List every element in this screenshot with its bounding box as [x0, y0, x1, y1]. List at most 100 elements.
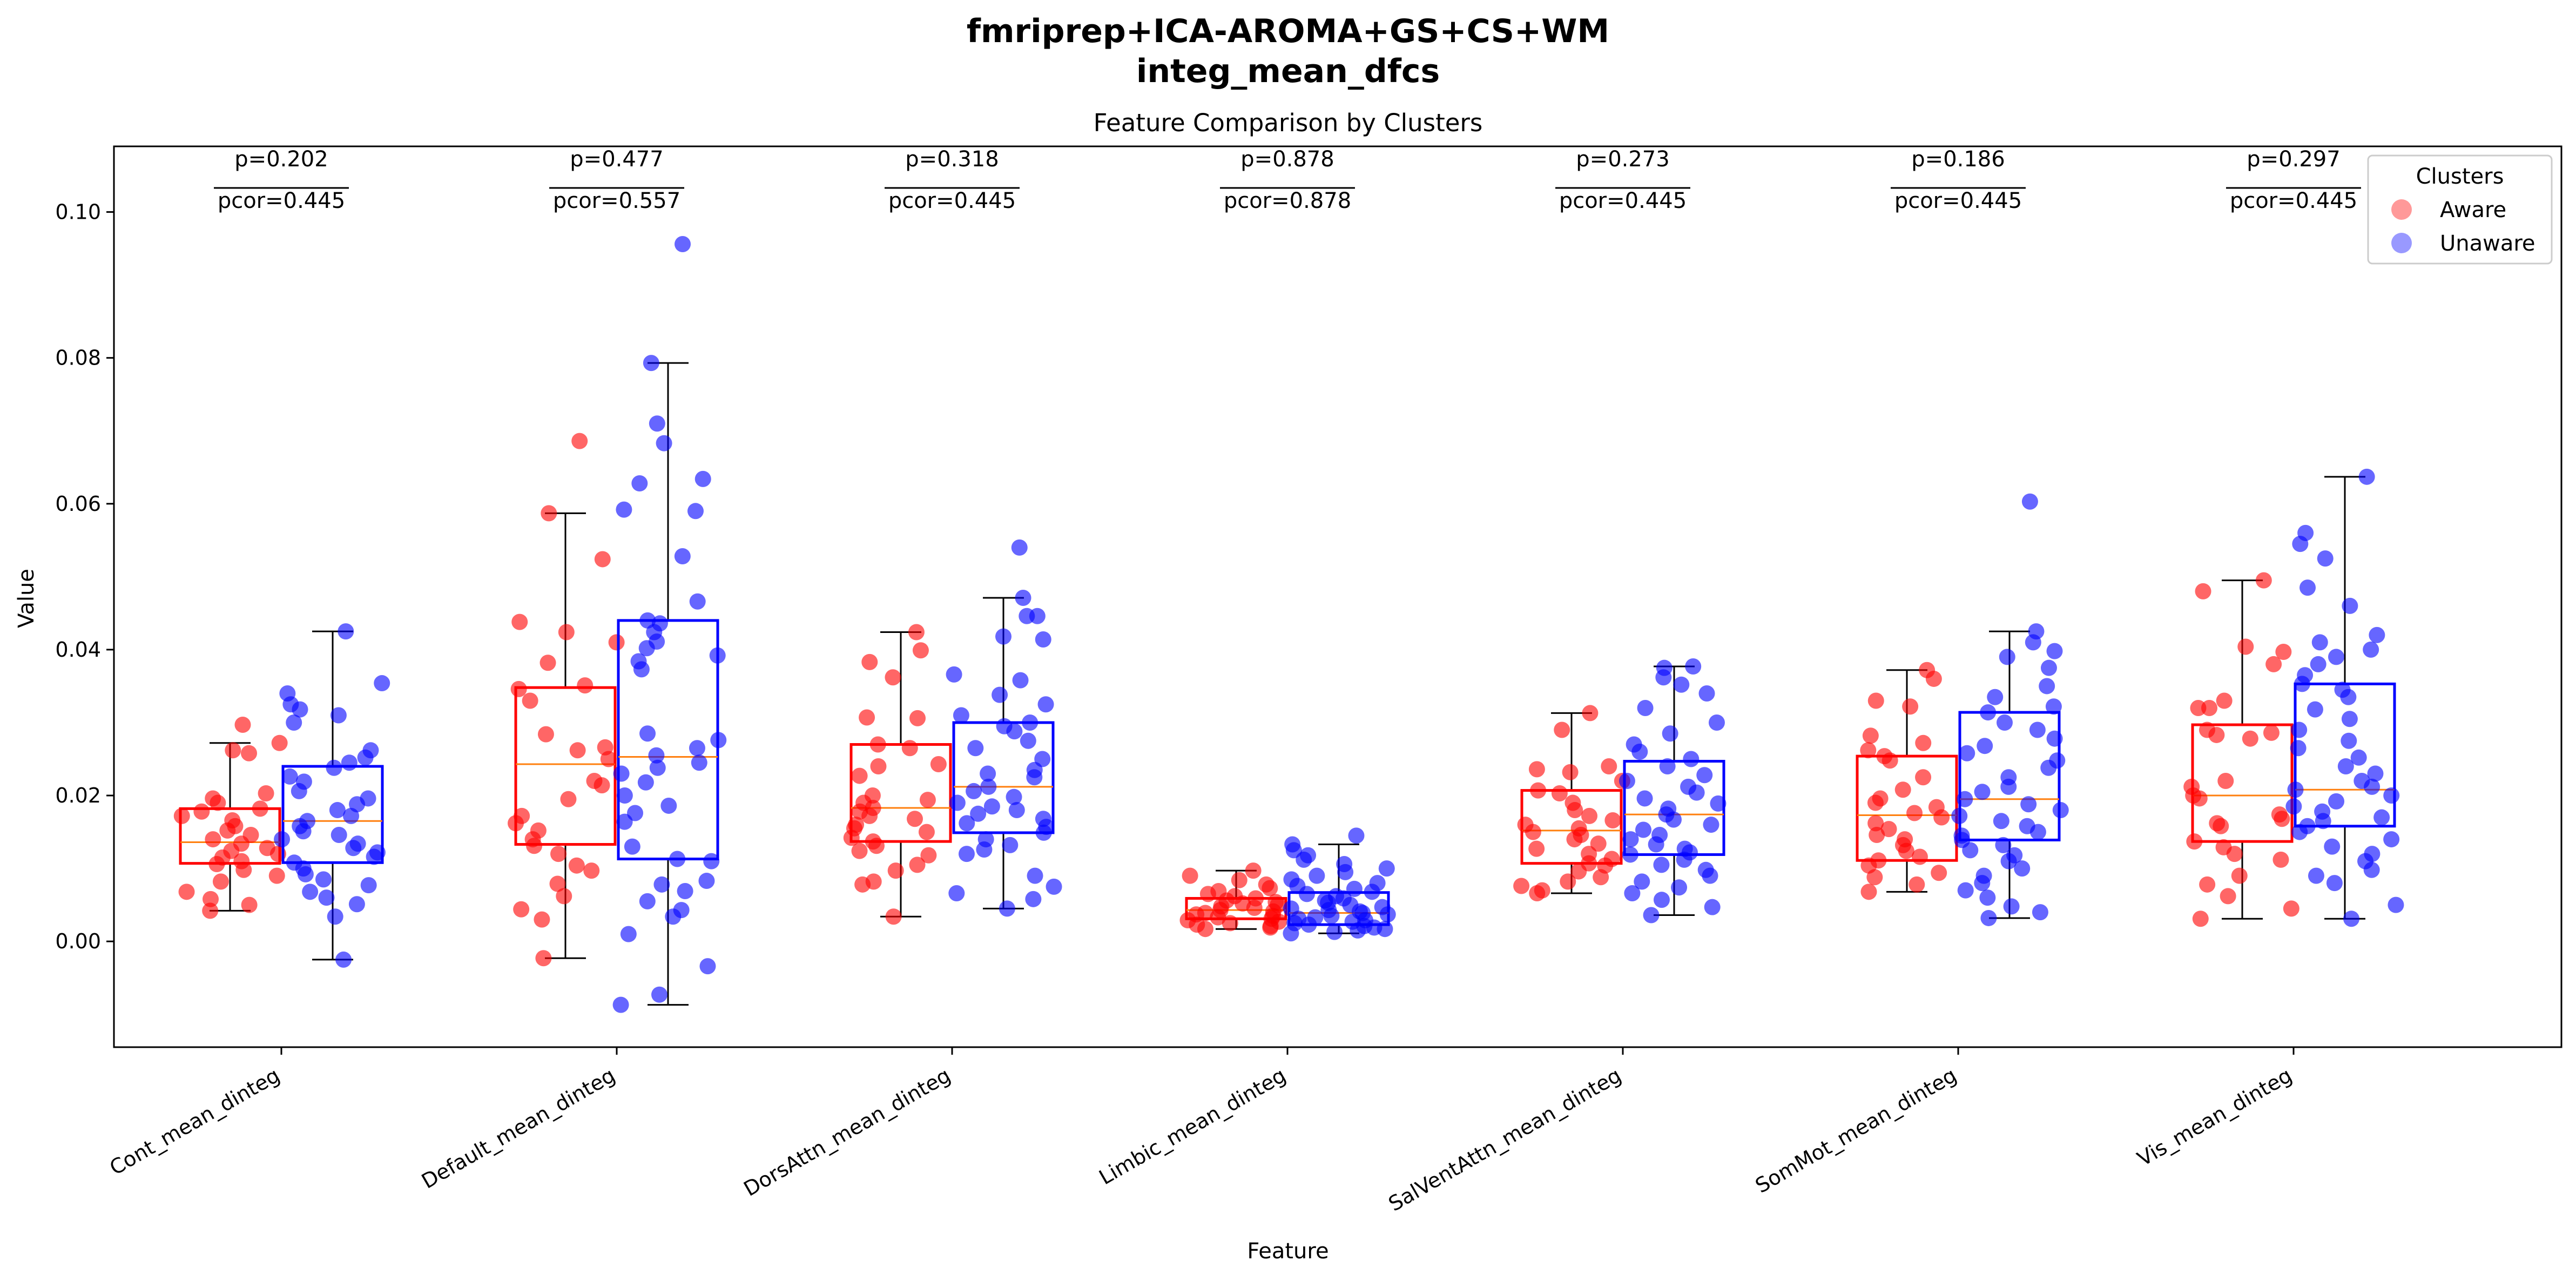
data-point-unaware [1999, 649, 2015, 665]
data-point-unaware [2310, 656, 2327, 672]
data-point-unaware [1046, 878, 1062, 895]
data-point-aware [861, 653, 878, 670]
data-point-aware [1867, 794, 1884, 811]
data-point-unaware [327, 908, 343, 925]
data-point-unaware [2285, 798, 2302, 815]
data-point-unaware [2000, 853, 2017, 869]
data-point-aware [2192, 911, 2209, 927]
data-point-aware [241, 896, 258, 913]
data-point-unaware [1702, 867, 1718, 884]
data-point-unaware [967, 740, 984, 757]
data-point-unaware [2363, 861, 2380, 878]
data-point-aware [2186, 833, 2203, 850]
data-point-aware [541, 505, 557, 522]
data-point-unaware [665, 908, 682, 925]
data-point-aware [508, 815, 524, 832]
data-point-unaware [1378, 860, 1395, 877]
data-point-unaware [1026, 769, 1043, 786]
data-point-aware [1529, 885, 1546, 902]
data-point-aware [1562, 764, 1579, 780]
data-point-unaware [710, 732, 727, 749]
data-point-aware [571, 433, 588, 449]
data-point-unaware [1634, 873, 1650, 890]
data-point-unaware [1665, 811, 1682, 828]
x-axis-label: Feature [1247, 1239, 1329, 1264]
legend-title: Clusters [2416, 164, 2504, 189]
data-point-unaware [1974, 784, 1991, 800]
data-point-unaware [1296, 851, 1312, 868]
data-point-unaware [699, 958, 716, 975]
data-point-unaware [2383, 831, 2400, 848]
data-point-unaware [633, 661, 650, 678]
data-point-aware [210, 794, 226, 811]
data-point-aware [202, 902, 219, 919]
data-point-unaware [302, 884, 319, 900]
data-point-unaware [292, 701, 308, 718]
data-point-unaware [1622, 831, 1639, 848]
data-point-unaware [1708, 714, 1725, 731]
data-point-aware [1898, 842, 1914, 859]
data-point-aware [510, 680, 527, 697]
data-point-unaware [348, 896, 365, 913]
data-point-unaware [295, 823, 312, 840]
pcor-value-label: pcor=0.445 [1894, 188, 2022, 213]
legend-frame [2367, 154, 2553, 265]
data-point-aware [550, 846, 567, 862]
data-point-aware [2190, 699, 2207, 716]
data-point-unaware [1996, 714, 2013, 731]
suptitle-line-2: integ_mean_dfcs [1136, 52, 1440, 90]
pcor-value-label: pcor=0.557 [553, 188, 680, 213]
data-point-aware [1582, 705, 1599, 722]
data-point-unaware [970, 805, 987, 822]
data-point-unaware [2290, 740, 2307, 757]
data-point-aware [1882, 752, 1898, 769]
pcor-value-label: pcor=0.445 [2230, 188, 2357, 213]
data-point-aware [1931, 865, 1947, 881]
data-point-unaware [1309, 867, 1325, 884]
data-point-aware [568, 857, 585, 874]
data-point-aware [1860, 884, 1877, 900]
data-point-aware [600, 751, 617, 767]
data-point-unaware [2052, 802, 2069, 819]
data-point-unaware [1655, 669, 1672, 686]
data-point-unaware [983, 798, 1000, 815]
data-point-unaware [318, 889, 335, 906]
data-point-unaware [638, 640, 655, 657]
data-point-unaware [2324, 838, 2341, 855]
data-point-aware [252, 800, 268, 817]
data-point-unaware [374, 675, 390, 692]
data-point-aware [1245, 862, 1262, 879]
data-point-unaware [2307, 701, 2323, 718]
data-point-unaware [2369, 626, 2385, 643]
y-tick-label: 0.04 [55, 638, 101, 662]
data-point-aware [1182, 867, 1198, 884]
y-tick-label: 0.10 [55, 200, 101, 224]
data-point-aware [522, 692, 538, 709]
data-point-unaware [639, 893, 656, 909]
data-point-aware [918, 824, 935, 840]
data-point-unaware [1662, 725, 1678, 742]
data-point-unaware [2315, 813, 2331, 830]
data-point-unaware [613, 765, 630, 782]
data-point-unaware [2046, 730, 2063, 747]
data-point-aware [2213, 818, 2229, 834]
data-point-aware [1604, 812, 1621, 828]
data-point-aware [887, 862, 904, 879]
data-point-aware [912, 642, 929, 659]
data-point-aware [908, 624, 925, 640]
data-point-unaware [360, 877, 377, 894]
data-point-unaware [1673, 676, 1690, 693]
data-point-unaware [1683, 751, 1700, 767]
y-axis-label: Value [14, 569, 39, 628]
data-point-unaware [631, 475, 648, 491]
data-point-unaware [624, 838, 640, 855]
data-point-aware [569, 742, 586, 759]
data-point-aware [608, 634, 625, 651]
data-point-unaware [1002, 837, 1019, 853]
data-point-aware [1869, 826, 1885, 843]
data-point-unaware [620, 926, 637, 942]
data-point-aware [2226, 846, 2243, 862]
data-point-unaware [2046, 643, 2063, 659]
data-point-aware [219, 822, 236, 839]
